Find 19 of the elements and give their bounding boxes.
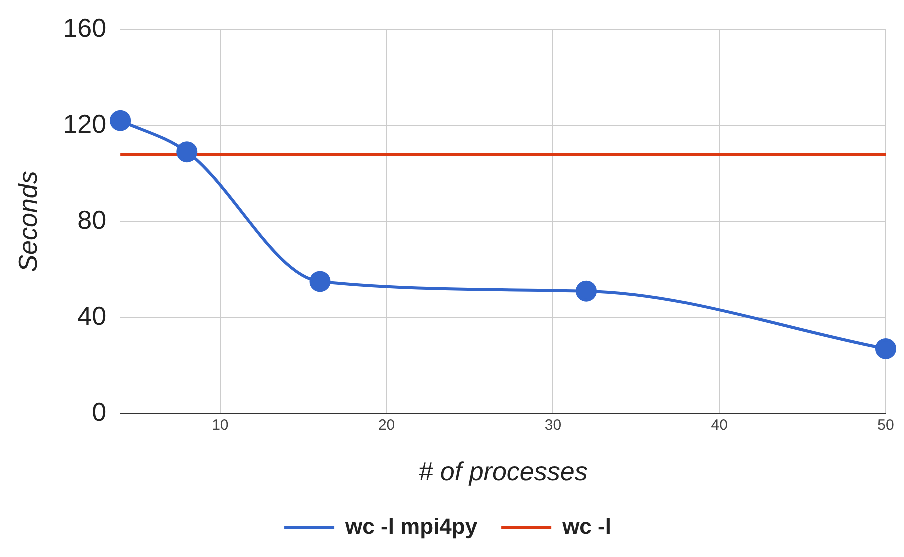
- point: [876, 338, 896, 360]
- y-tick-label: 0: [92, 396, 107, 427]
- point: [576, 280, 597, 302]
- x-axis-title: # of processes: [418, 456, 588, 487]
- x-tick-label: 30: [544, 416, 562, 434]
- y-tick-label: 40: [78, 300, 107, 331]
- point: [110, 110, 132, 132]
- y-tick-label: 120: [63, 108, 107, 139]
- x-tick-label: 20: [378, 416, 396, 434]
- legend-label: wc -l mpi4py: [344, 514, 478, 540]
- y-axis-title: Seconds: [12, 171, 43, 272]
- x-tick-label: 10: [212, 416, 229, 434]
- point: [176, 142, 198, 163]
- y-tick-label: 80: [78, 204, 107, 235]
- x-tick-label: 40: [711, 416, 728, 434]
- legend-label: wc -l: [562, 514, 612, 540]
- x-tick-label: 50: [878, 416, 894, 434]
- y-tick-label: 160: [63, 12, 107, 43]
- point: [310, 271, 331, 292]
